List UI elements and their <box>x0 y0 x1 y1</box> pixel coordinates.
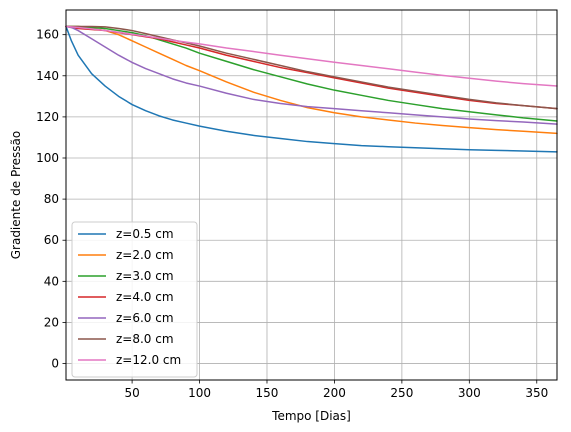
x-tick-label-4: 250 <box>390 386 413 400</box>
y-tick-label-5: 100 <box>36 151 59 165</box>
series-line-0 <box>65 25 558 153</box>
y-tick-label-4: 80 <box>44 192 59 206</box>
y-tick-label-7: 140 <box>36 69 59 83</box>
x-axis: 50 100 150 200 250 300 350 <box>124 380 548 400</box>
legend-label-1: z=2.0 cm <box>116 248 174 262</box>
series-line-5 <box>65 25 558 110</box>
series-line-4 <box>65 25 558 125</box>
x-axis-title: Tempo [Dias] <box>271 409 351 423</box>
legend-label-2: z=3.0 cm <box>116 269 174 283</box>
legend-label-0: z=0.5 cm <box>116 227 174 241</box>
series-lines <box>65 25 558 153</box>
y-tick-label-2: 40 <box>44 274 59 288</box>
y-tick-label-0: 0 <box>51 357 59 371</box>
y-axis-title: Gradiente de Pressão <box>9 131 23 260</box>
x-tick-label-0: 50 <box>124 386 139 400</box>
x-tick-label-3: 200 <box>323 386 346 400</box>
series-line-6 <box>65 25 558 87</box>
x-tick-label-2: 150 <box>256 386 279 400</box>
series-line-3 <box>65 25 558 110</box>
x-tick-label-6: 350 <box>525 386 548 400</box>
y-tick-label-8: 160 <box>36 28 59 42</box>
y-tick-label-3: 60 <box>44 233 59 247</box>
y-axis: 0 20 40 60 80 100 120 140 160 <box>36 28 66 371</box>
series-line-2 <box>65 25 558 122</box>
legend: z=0.5 cm z=2.0 cm z=3.0 cm z=4.0 cm z=6.0 cm… <box>71 221 198 378</box>
y-tick-label-6: 120 <box>36 110 59 124</box>
legend-label-4: z=6.0 cm <box>116 311 174 325</box>
plot-frame <box>65 9 558 381</box>
legend-label-3: z=4.0 cm <box>116 290 174 304</box>
x-tick-label-5: 300 <box>458 386 481 400</box>
x-tick-label-1: 100 <box>188 386 211 400</box>
legend-label-5: z=8.0 cm <box>116 332 174 346</box>
legend-label-6: z=12.0 cm <box>116 353 181 367</box>
y-tick-label-1: 20 <box>44 315 59 329</box>
